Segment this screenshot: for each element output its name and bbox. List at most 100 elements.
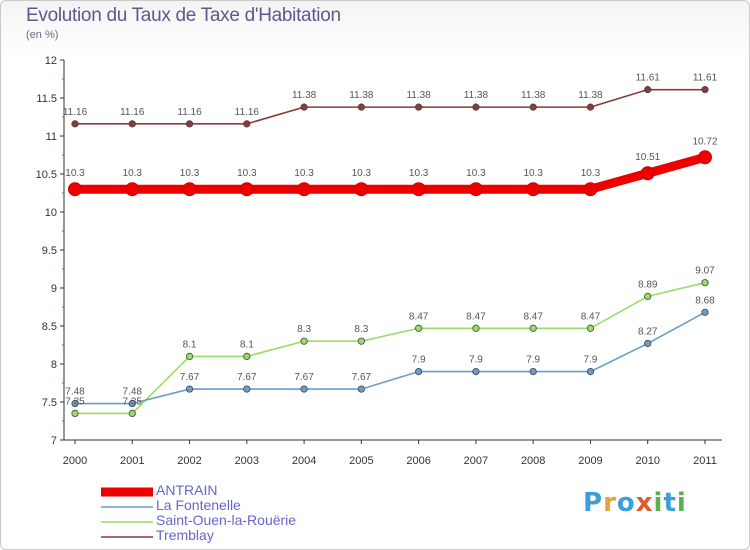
data-point (68, 182, 82, 197)
data-label: 10.3 (237, 168, 257, 179)
x-tick-label: 2001 (120, 455, 144, 467)
data-label: 7.67 (180, 372, 200, 383)
data-point (583, 182, 598, 197)
data-point (185, 120, 194, 128)
y-tick-label: 11 (46, 131, 57, 143)
data-label: 10.3 (523, 168, 543, 179)
data-label: 11.38 (406, 90, 431, 101)
series-line (74, 88, 706, 125)
data-point (125, 182, 140, 197)
x-tick-label: 2002 (177, 455, 201, 467)
data-point (243, 385, 251, 393)
chart-title: Evolution du Taux de Taxe d'Habitation (26, 5, 341, 26)
logo-letter: r (603, 488, 617, 518)
data-label: 11.61 (693, 73, 718, 84)
data-point (71, 120, 79, 128)
x-tick-label: 2008 (521, 455, 545, 467)
y-tick-label: 9 (51, 283, 57, 295)
series-line (74, 311, 706, 405)
data-point (128, 409, 136, 417)
data-point (529, 103, 537, 111)
data-point (185, 352, 194, 360)
x-tick-label: 2004 (292, 455, 316, 467)
data-point (701, 308, 709, 316)
data-point (415, 367, 423, 376)
data-label: 9.07 (695, 266, 715, 277)
data-point (586, 324, 595, 332)
y-tick-label: 11.5 (36, 93, 57, 105)
data-point (411, 182, 426, 197)
legend-label: ANTRAIN (156, 482, 218, 498)
data-label: 7.67 (237, 372, 257, 383)
legend-label: Tremblay (156, 527, 214, 543)
data-label: 11.38 (464, 90, 489, 101)
data-label: 11.61 (636, 73, 661, 84)
data-label: 8.27 (638, 326, 658, 337)
data-point (701, 279, 709, 287)
data-label: 8.68 (695, 295, 715, 306)
x-tick-label: 2000 (63, 455, 87, 467)
data-point (701, 86, 709, 94)
legend-label: Saint-Ouen-la-Rouërie (156, 512, 297, 528)
data-point (586, 367, 595, 376)
data-label: 7.35 (123, 396, 143, 407)
chart-unit: (en %) (26, 29, 59, 41)
legend-label: La Fontenelle (156, 497, 241, 513)
series-line (70, 152, 710, 194)
data-point (71, 399, 79, 408)
data-label: 7.9 (412, 355, 426, 366)
data-point (128, 120, 136, 128)
chart-point-labels: 10.3 10.3 10.3 10.3 10.3 10.3 10.3 10.3 10.3 10.3… (63, 73, 718, 408)
data-label: 7.48 (123, 387, 143, 398)
data-point (300, 385, 308, 393)
data-label: 8.47 (409, 311, 429, 322)
y-tick-label: 9.5 (42, 245, 57, 257)
data-label: 7.67 (294, 372, 314, 383)
data-point (415, 324, 423, 332)
x-tick-label: 2006 (406, 455, 430, 467)
legend-swatch (101, 521, 153, 523)
data-label: 8.3 (297, 324, 311, 335)
data-point (472, 103, 480, 111)
x-tick-label: 2007 (464, 455, 488, 467)
legend-swatch (101, 487, 153, 497)
data-label: 10.3 (65, 168, 85, 179)
data-label: 11.16 (177, 107, 202, 118)
y-tick-label: 7.5 (42, 397, 57, 409)
data-label: 7.9 (584, 355, 598, 366)
chart-lines (68, 86, 712, 417)
data-point (185, 385, 194, 393)
data-label: 8.47 (581, 311, 601, 322)
y-tick-label: 12 (45, 55, 57, 67)
y-tick-label: 10.5 (36, 169, 57, 181)
data-label: 10.3 (581, 168, 601, 179)
x-tick-label: 2005 (349, 455, 373, 467)
data-label: 10.72 (692, 136, 717, 147)
data-label: 11.38 (521, 90, 546, 101)
data-point (644, 292, 652, 300)
legend-swatch (101, 506, 153, 508)
x-tick-label: 2011 (693, 455, 717, 467)
data-point (300, 337, 308, 345)
data-point (243, 352, 251, 360)
data-label: 10.3 (409, 168, 429, 179)
data-label: 8.1 (240, 339, 254, 350)
data-point (644, 86, 652, 94)
data-label: 11.38 (349, 90, 374, 101)
data-point (239, 182, 254, 197)
data-label: 7.9 (469, 355, 483, 366)
data-point (357, 337, 365, 345)
data-label: 10.51 (635, 152, 660, 163)
data-point (415, 103, 423, 111)
data-point (468, 182, 483, 197)
x-tick-label: 2010 (635, 455, 659, 467)
data-point (354, 182, 369, 197)
x-tick-label: 2003 (235, 455, 259, 467)
data-label: 11.16 (63, 107, 88, 118)
y-tick-label: 10 (45, 207, 57, 219)
data-label: 10.3 (294, 168, 314, 179)
data-point (526, 182, 541, 197)
logo-letter: P (583, 488, 604, 518)
data-point (644, 339, 652, 348)
